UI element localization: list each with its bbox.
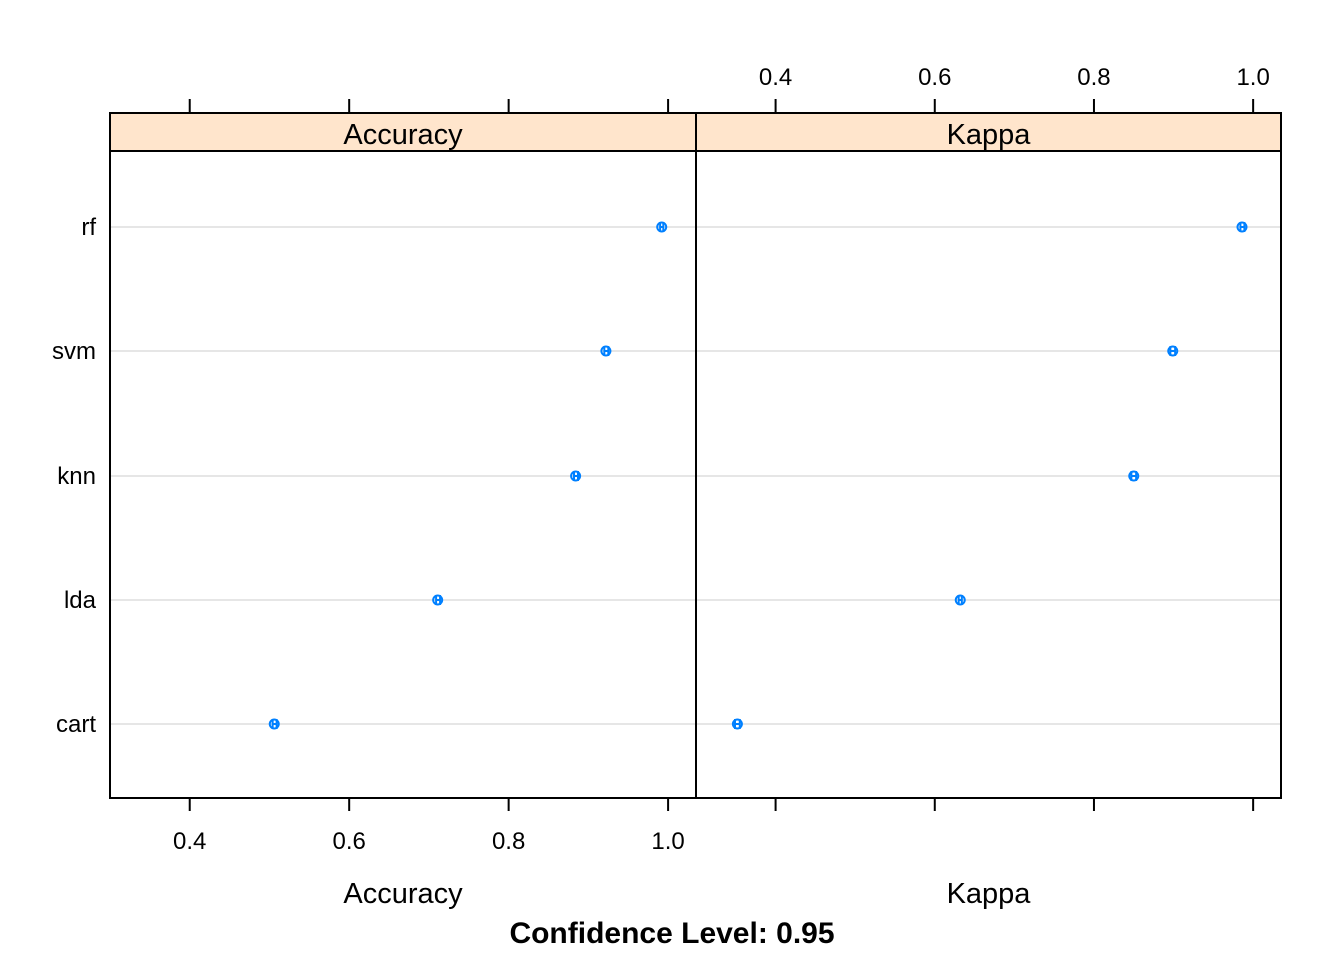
category-label-cart: cart — [56, 711, 96, 738]
x-axis-label-kappa: Kappa — [947, 878, 1032, 910]
tick-label-accuracy-0: 0.4 — [173, 828, 206, 855]
text-layer: Confidence Level: 0.95 rf svm knn lda cart Ac… — [52, 64, 1270, 950]
strip-label-accuracy: Accuracy — [343, 119, 463, 151]
category-label-lda: lda — [64, 587, 97, 614]
point-kappa-svm — [1167, 345, 1179, 357]
tick-label-accuracy-1: 0.6 — [332, 828, 365, 855]
tick-label-kappa-0: 0.4 — [759, 64, 792, 91]
point-accuracy-cart — [268, 718, 280, 730]
x-axis-label-accuracy: Accuracy — [343, 878, 463, 910]
panel-frame-kappa — [695, 112, 1282, 799]
point-accuracy-svm — [600, 345, 612, 357]
point-kappa-cart — [731, 718, 743, 730]
point-accuracy-knn — [570, 470, 582, 482]
category-label-svm: svm — [52, 338, 96, 365]
tick-label-accuracy-2: 0.8 — [492, 828, 525, 855]
strip-kappa — [696, 113, 1281, 151]
footer-label: Confidence Level: 0.95 — [509, 917, 834, 950]
category-label-knn: knn — [57, 463, 96, 490]
grid-layer — [110, 226, 1281, 725]
strip-accuracy — [110, 113, 696, 151]
point-accuracy-lda — [432, 594, 444, 606]
tick-label-accuracy-3: 1.0 — [651, 828, 684, 855]
panel-frame-accuracy — [109, 112, 697, 799]
point-kappa-knn — [1128, 470, 1140, 482]
strip-label-kappa: Kappa — [947, 119, 1032, 151]
tick-label-kappa-2: 0.8 — [1077, 64, 1110, 91]
point-accuracy-rf — [656, 221, 668, 233]
frame-layer — [109, 99, 1282, 811]
tick-label-kappa-1: 0.6 — [918, 64, 951, 91]
category-label-rf: rf — [81, 214, 96, 241]
point-kappa-rf — [1236, 221, 1248, 233]
point-kappa-lda — [954, 594, 966, 606]
strip-layer — [110, 113, 1281, 151]
mark-layer — [268, 221, 1248, 730]
tick-label-kappa-3: 1.0 — [1236, 64, 1269, 91]
